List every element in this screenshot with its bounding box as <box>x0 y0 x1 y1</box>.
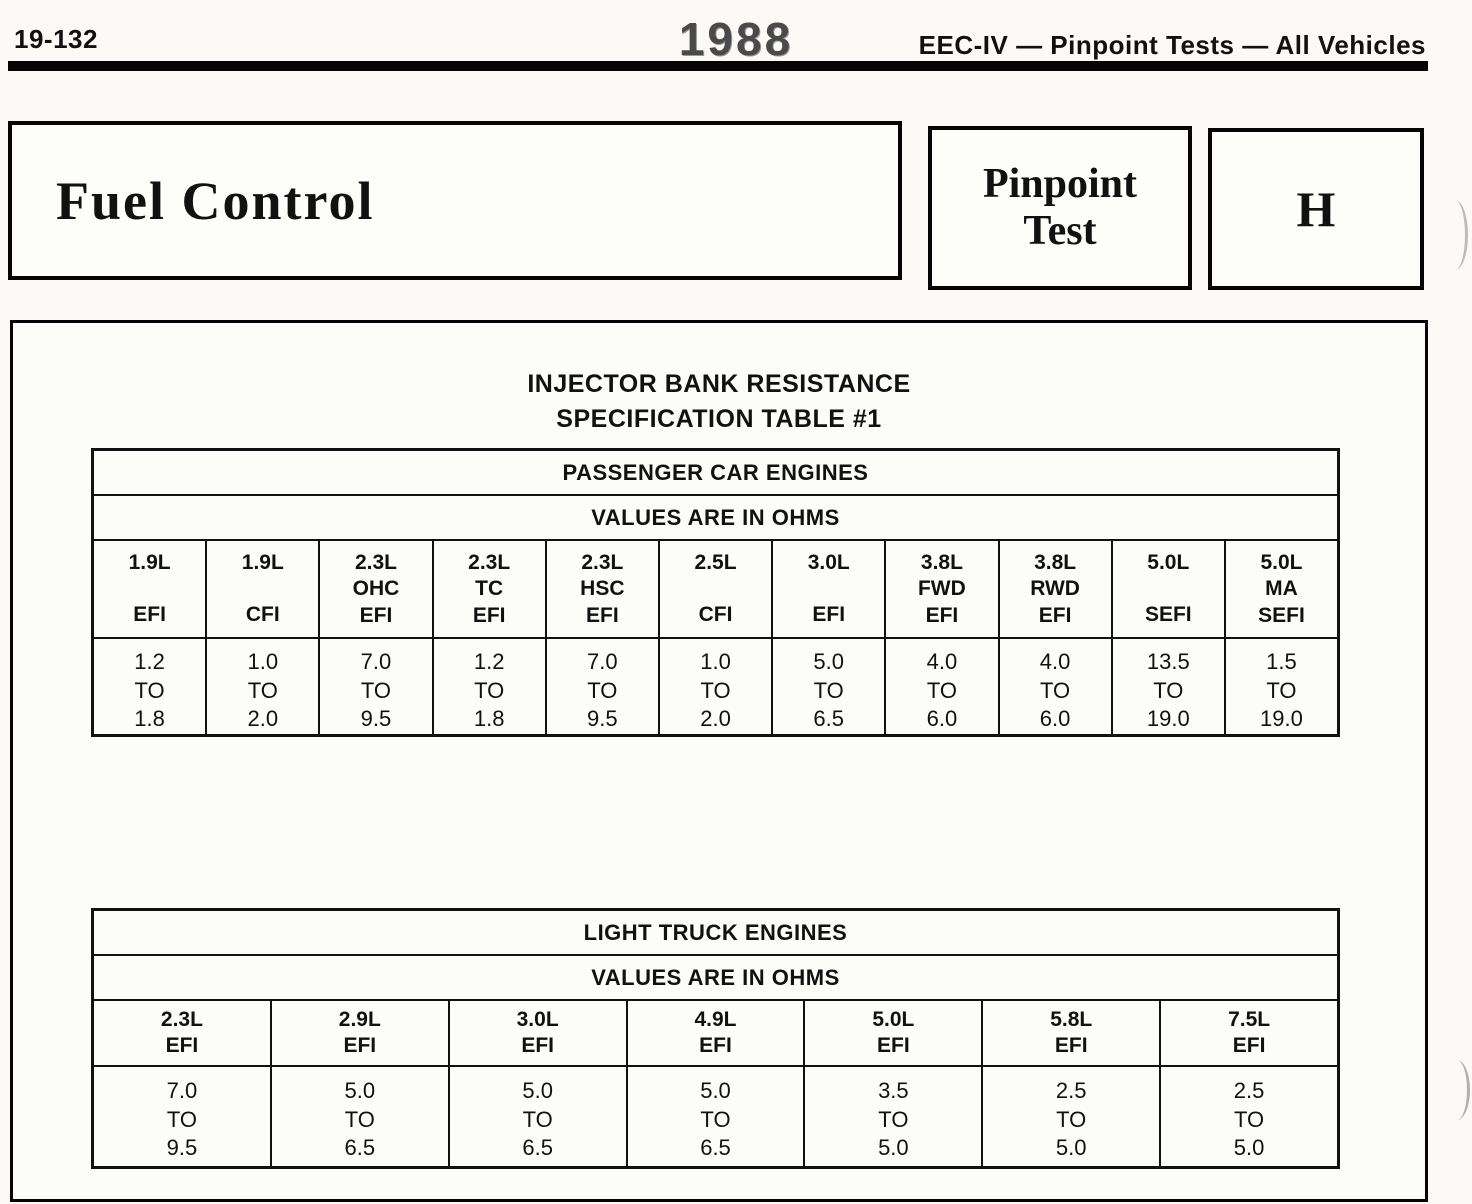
test-letter-box: H <box>1208 128 1424 290</box>
light-truck-table: LIGHT TRUCK ENGINES VALUES ARE IN OHMS 2… <box>91 908 1340 1169</box>
resistance-value-cell: 1.0 TO 2.0 <box>205 639 318 734</box>
engine-column-header: 3.8L FWD EFI <box>884 541 997 637</box>
resistance-value-cell: 5.0 TO 6.5 <box>771 639 884 734</box>
sheet-title: INJECTOR BANK RESISTANCE SPECIFICATION T… <box>13 367 1425 437</box>
resistance-value-cell: 7.0 TO 9.5 <box>166 1078 198 1161</box>
truck-value-row: 7.0 TO 9.5 5.0 TO 6.5 5.0 TO 6.5 5.0 TO 6.5 3.5 TO 5.0… <box>94 1067 1337 1166</box>
scan-artifact-bottom <box>1444 1060 1470 1120</box>
resistance-value-cell: 4.0 TO 6.0 <box>997 639 1111 734</box>
engine-column-header: 2.9L EFI <box>269 1001 448 1065</box>
passenger-value-row: 1.2 TO 1.8 1.0 TO 2.0 7.0 TO 9.5 1.2 TO 1.8 7.0 TO 9.5… <box>94 639 1337 734</box>
passenger-values-unit-row: VALUES ARE IN OHMS <box>94 496 1337 541</box>
section-title: EEC-IV — Pinpoint Tests — All Vehicles <box>918 30 1426 60</box>
resistance-value-cell: 1.0 TO 2.0 <box>657 639 771 734</box>
engine-column-header: 2.3L EFI <box>160 1007 203 1057</box>
engine-column-header: 3.0L EFI <box>447 1001 626 1065</box>
specification-sheet: INJECTOR BANK RESISTANCE SPECIFICATION T… <box>10 320 1428 1202</box>
header-divider-rule <box>8 61 1428 71</box>
passenger-car-table: PASSENGER CAR ENGINES VALUES ARE IN OHMS… <box>91 448 1340 737</box>
year-stamp: 1988 <box>678 13 794 65</box>
resistance-value-cell: 3.5 TO 5.0 <box>803 1067 981 1166</box>
fuel-control-box: Fuel Control <box>8 121 902 280</box>
engine-column-header: 5.0L SEFI <box>1110 541 1224 637</box>
pinpoint-test-label-line1: Pinpoint <box>982 160 1138 207</box>
fuel-control-title: Fuel Control <box>56 170 375 231</box>
engine-column-header: 5.8L EFI <box>981 1001 1159 1065</box>
engine-column-header: 1.9L EFI <box>128 551 171 626</box>
engine-column-header: 4.9L EFI <box>625 1001 804 1065</box>
resistance-value-cell: 5.0 TO 6.5 <box>447 1067 626 1166</box>
resistance-value-cell: 1.2 TO 1.8 <box>134 649 165 732</box>
passenger-table-title: PASSENGER CAR ENGINES <box>94 451 1337 496</box>
engine-column-header: 3.0L EFI <box>771 541 884 637</box>
resistance-value-cell: 2.5 TO 5.0 <box>981 1067 1159 1166</box>
resistance-value-cell: 7.0 TO 9.5 <box>318 639 431 734</box>
sheet-title-line1: INJECTOR BANK RESISTANCE <box>527 370 911 398</box>
resistance-value-cell: 13.5 TO 19.0 <box>1110 639 1224 734</box>
resistance-value-cell: 1.2 TO 1.8 <box>431 639 545 734</box>
scan-artifact-top <box>1442 200 1468 270</box>
engine-column-header: 7.5L EFI <box>1159 1001 1337 1065</box>
resistance-value-cell: 4.0 TO 6.0 <box>884 639 997 734</box>
passenger-header-row: 1.9L EFI 1.9L CFI 2.3L OHC EFI 2.3L TC EFI 2.3L HSC… <box>94 541 1337 639</box>
engine-column-header: 2.5L CFI <box>657 541 771 637</box>
truck-table-title: LIGHT TRUCK ENGINES <box>94 911 1337 956</box>
page-number: 19-132 <box>14 24 98 54</box>
truck-header-row: 2.3L EFI 2.9L EFI 3.0L EFI 4.9L EFI 5.0L EFI 5.8L E… <box>94 1001 1337 1067</box>
engine-column-header: 1.9L CFI <box>205 541 318 637</box>
resistance-value-cell: 1.5 TO 19.0 <box>1223 639 1337 734</box>
engine-column-header: 2.3L OHC EFI <box>318 541 431 637</box>
resistance-value-cell: 5.0 TO 6.5 <box>625 1067 804 1166</box>
engine-column-header: 5.0L MA SEFI <box>1223 541 1337 637</box>
resistance-value-cell: 5.0 TO 6.5 <box>269 1067 448 1166</box>
engine-column-header: 2.3L TC EFI <box>431 541 545 637</box>
engine-column-header: 2.3L HSC EFI <box>544 541 658 637</box>
truck-values-unit-row: VALUES ARE IN OHMS <box>94 956 1337 1001</box>
pinpoint-test-box: Pinpoint Test <box>928 126 1192 290</box>
resistance-value-cell: 7.0 TO 9.5 <box>544 639 658 734</box>
engine-column-header: 3.8L RWD EFI <box>997 541 1111 637</box>
sheet-title-line2: SPECIFICATION TABLE #1 <box>556 405 882 433</box>
resistance-value-cell: 2.5 TO 5.0 <box>1159 1067 1337 1166</box>
test-letter: H <box>1296 181 1336 237</box>
engine-column-header: 5.0L EFI <box>803 1001 981 1065</box>
pinpoint-test-label-line2: Test <box>1023 208 1097 254</box>
